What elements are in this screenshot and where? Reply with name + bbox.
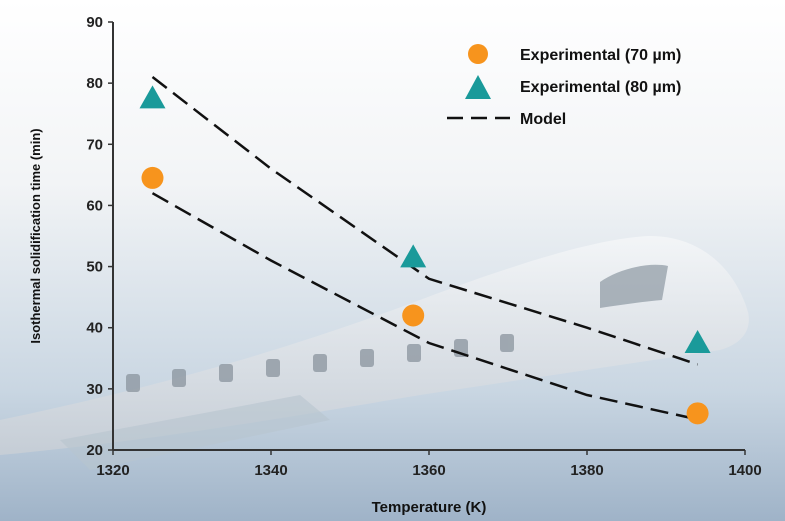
legend-label-model: Model [520,111,566,128]
y-tick-label: 40 [86,320,103,337]
y-axis-ticks: 20 30 40 50 60 70 80 90 [86,14,113,459]
y-tick-label: 20 [86,442,103,459]
point-80um [139,85,166,109]
point-80um [684,330,711,353]
x-axis-title: Temperature (K) [372,499,487,516]
legend-label-70um: Experimental (70 µm) [520,47,681,64]
legend: Experimental (70 µm) Experimental (80 µm… [447,44,681,128]
y-tick-label: 60 [86,197,103,214]
y-tick-label: 70 [86,136,103,153]
legend-triangle-marker [465,75,491,99]
point-70um [686,402,709,425]
x-tick-label: 1340 [254,462,287,479]
y-tick-label: 30 [86,381,103,398]
data-points [139,85,711,425]
point-80um [400,244,427,268]
y-axis-title: Isothermal solidification time (min) [28,128,43,343]
y-tick-label: 90 [86,14,103,31]
point-70um [141,166,164,189]
legend-circle-marker [468,44,488,64]
x-tick-label: 1380 [570,462,603,479]
model-lines [151,76,698,421]
y-tick-label: 50 [86,259,103,276]
legend-label-80um: Experimental (80 µm) [520,79,681,96]
x-tick-label: 1320 [96,462,129,479]
model-line [151,76,698,366]
x-axis-ticks: 1320 1340 1360 1380 1400 [96,450,762,479]
point-70um [402,304,425,327]
y-tick-label: 80 [86,75,103,92]
model-line [151,192,698,421]
x-tick-label: 1360 [412,462,445,479]
x-tick-label: 1400 [728,462,761,479]
